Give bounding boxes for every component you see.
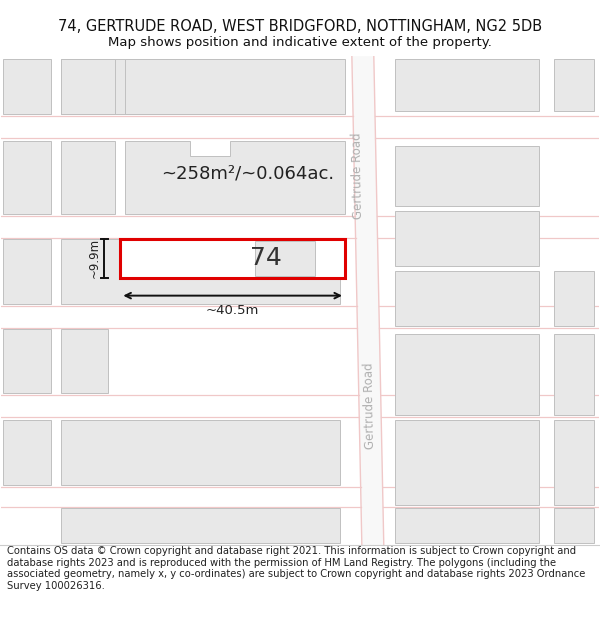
Bar <box>121 239 345 278</box>
Bar <box>554 508 594 543</box>
Bar <box>395 146 539 206</box>
Bar <box>61 421 340 485</box>
Bar <box>395 59 539 111</box>
Bar <box>554 271 594 326</box>
Bar <box>125 59 345 114</box>
Bar <box>3 329 50 393</box>
Bar <box>554 334 594 416</box>
Bar <box>255 241 315 276</box>
Text: ~40.5m: ~40.5m <box>206 304 259 317</box>
Bar <box>554 59 594 111</box>
Text: Map shows position and indicative extent of the property.: Map shows position and indicative extent… <box>108 36 492 49</box>
Text: 74, GERTRUDE ROAD, WEST BRIDGFORD, NOTTINGHAM, NG2 5DB: 74, GERTRUDE ROAD, WEST BRIDGFORD, NOTTI… <box>58 19 542 34</box>
Bar <box>3 141 50 214</box>
Bar <box>554 421 594 505</box>
Bar <box>61 329 109 393</box>
Polygon shape <box>352 56 384 545</box>
Bar <box>61 508 340 543</box>
Text: Gertrude Road: Gertrude Road <box>362 362 377 449</box>
Text: Gertrude Road: Gertrude Road <box>350 132 365 219</box>
Bar <box>395 211 539 266</box>
Bar <box>395 508 539 543</box>
Bar <box>3 239 50 304</box>
Bar <box>61 141 115 214</box>
Bar <box>61 59 340 114</box>
Bar <box>395 271 539 326</box>
Bar <box>61 239 340 304</box>
Polygon shape <box>125 141 345 214</box>
Text: Contains OS data © Crown copyright and database right 2021. This information is : Contains OS data © Crown copyright and d… <box>7 546 586 591</box>
Bar <box>395 421 539 505</box>
Bar <box>3 421 50 485</box>
Text: ~9.9m: ~9.9m <box>88 238 101 278</box>
Bar <box>61 59 115 114</box>
Text: 74: 74 <box>250 246 282 270</box>
Text: ~258m²/~0.064ac.: ~258m²/~0.064ac. <box>161 165 334 183</box>
Bar <box>395 334 539 416</box>
Bar <box>3 59 50 114</box>
